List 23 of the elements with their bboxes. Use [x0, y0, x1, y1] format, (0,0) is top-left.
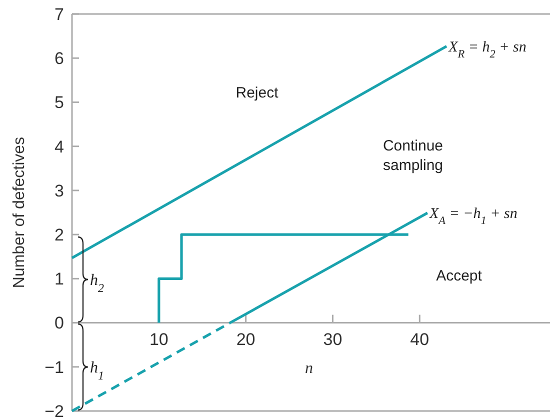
y-tick-label: 5 [54, 93, 64, 112]
y-tick-label: −2 [44, 402, 64, 420]
annotation: X$_{A}$ = −h$_{1}$ + sn [428, 206, 518, 228]
x-tick-label: 20 [236, 330, 256, 349]
annotation: h$_{2}$ [90, 272, 104, 296]
y-tick-label: 6 [54, 49, 64, 68]
x-tick-label: 10 [149, 330, 168, 349]
annotation: Reject [236, 84, 280, 102]
y-tick-label: 3 [54, 181, 64, 200]
y-axis-title: Number of defectives [11, 136, 28, 288]
x-tick-label: 40 [410, 330, 430, 349]
y-tick-label: 4 [54, 137, 64, 156]
y-tick-label: 0 [54, 314, 64, 333]
annotation: Continue sampling [382, 137, 444, 174]
y-tick-label: 7 [54, 4, 64, 24]
annotation: h$_{1}$ [90, 360, 104, 383]
y-tick-label: −1 [44, 358, 64, 377]
y-tick-label: 2 [54, 226, 64, 245]
y-tick-label: 1 [54, 270, 64, 289]
annotation: Accept [436, 267, 483, 284]
x-axis-title: n [305, 360, 313, 377]
x-tick-label: 30 [323, 330, 342, 349]
annotation: X$_{R}$ = h$_{2}$ + sn [448, 39, 526, 60]
